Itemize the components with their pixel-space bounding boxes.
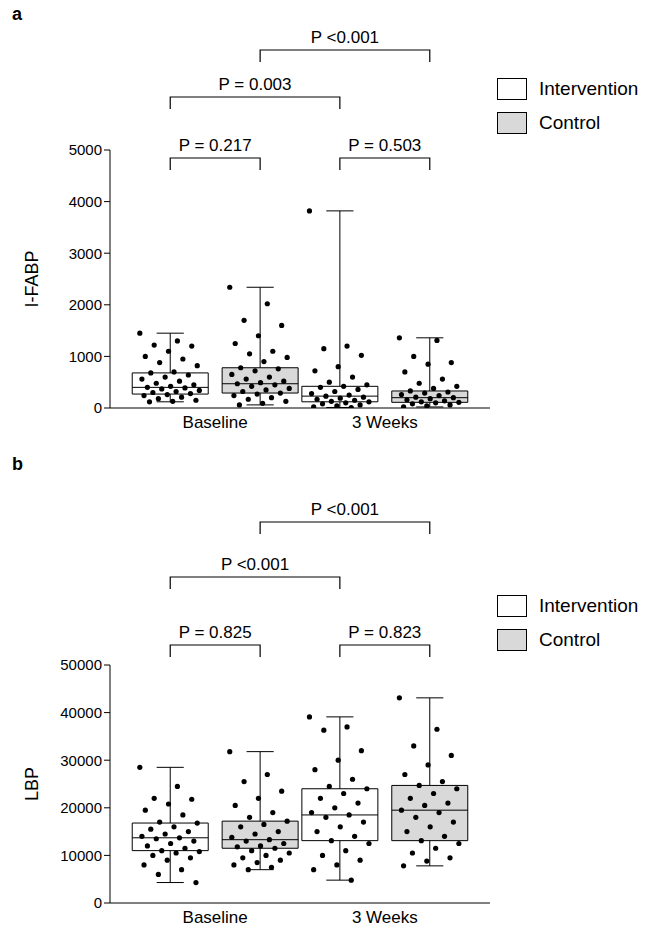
svg-text:P = 0.823: P = 0.823 [348, 623, 421, 642]
svg-text:P = 0.503: P = 0.503 [348, 136, 421, 155]
svg-text:2000: 2000 [69, 296, 102, 313]
svg-text:3 Weeks: 3 Weeks [352, 413, 418, 432]
html-text:a: a [12, 4, 22, 24]
svg-text:0: 0 [94, 894, 102, 911]
svg-text:I-FABP: I-FABP [22, 250, 42, 307]
html-text:b: b [12, 454, 23, 474]
svg-text:Baseline: Baseline [183, 413, 248, 432]
svg-text:1000: 1000 [69, 348, 102, 365]
svg-text:P = 0.217: P = 0.217 [179, 136, 252, 155]
svg-text:Baseline: Baseline [183, 908, 248, 927]
svg-text:30000: 30000 [60, 752, 102, 769]
html-text:Control: Control [539, 112, 601, 133]
svg-text:P <0.001: P <0.001 [221, 555, 289, 574]
svg-text:P = 0.003: P = 0.003 [219, 75, 292, 94]
svg-text:40000: 40000 [60, 704, 102, 721]
svg-text:50000: 50000 [60, 656, 102, 673]
svg-text:4000: 4000 [69, 193, 102, 210]
svg-text:20000: 20000 [60, 799, 102, 816]
svg-text:3000: 3000 [69, 245, 102, 262]
html-text:Intervention: Intervention [539, 595, 639, 616]
svg-text:P <0.001: P <0.001 [311, 500, 379, 519]
svg-text:LBP: LBP [22, 767, 42, 801]
svg-text:5000: 5000 [69, 141, 102, 158]
svg-text:P = 0.825: P = 0.825 [179, 623, 252, 642]
html-text:Control: Control [539, 629, 601, 650]
svg-text:3 Weeks: 3 Weeks [352, 908, 418, 927]
svg-text:10000: 10000 [60, 847, 102, 864]
svg-text:P <0.001: P <0.001 [311, 28, 379, 47]
html-text:Intervention: Intervention [539, 78, 639, 99]
svg-text:0: 0 [94, 399, 102, 416]
